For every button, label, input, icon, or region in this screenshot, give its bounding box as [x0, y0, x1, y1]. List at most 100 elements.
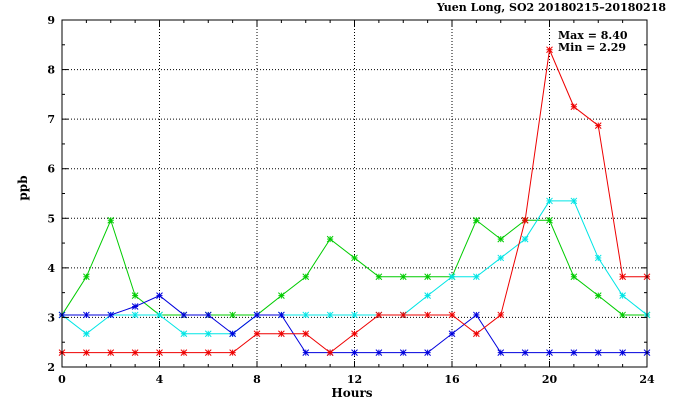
data-point: [131, 303, 139, 310]
data-point: [497, 311, 505, 319]
data-point: [546, 46, 553, 54]
data-point: [83, 311, 90, 319]
x-tick-label: 12: [347, 373, 362, 386]
data-point: [326, 235, 334, 243]
x-tick-label: 16: [444, 373, 460, 386]
data-point: [619, 292, 626, 299]
data-point: [473, 273, 480, 281]
data-point: [570, 349, 578, 356]
y-tick-label: 2: [47, 361, 55, 374]
y-tick-label: 9: [47, 14, 55, 27]
data-point: [594, 122, 602, 129]
x-tick-label: 0: [58, 373, 66, 386]
data-point: [156, 349, 163, 356]
data-point: [424, 292, 431, 299]
data-point: [302, 349, 310, 356]
data-point: [229, 311, 236, 319]
data-point: [497, 235, 505, 243]
max-stat: Max = 8.40: [558, 29, 628, 42]
series-3: [58, 46, 651, 356]
data-point: [326, 311, 334, 319]
data-point: [302, 273, 310, 281]
data-point: [107, 216, 115, 224]
data-point: [570, 273, 578, 281]
data-point: [278, 292, 285, 299]
data-point: [229, 330, 236, 338]
x-tick-label: 20: [542, 373, 558, 386]
data-point: [375, 349, 383, 356]
data-point: [473, 311, 480, 319]
data-point: [546, 197, 553, 205]
data-point: [278, 330, 285, 338]
data-point: [570, 103, 578, 111]
data-point: [83, 330, 90, 338]
y-axis-label: ppb: [16, 175, 30, 201]
data-point: [448, 330, 456, 338]
data-point: [83, 349, 90, 356]
x-axis-label: Hours: [331, 386, 373, 400]
data-point: [497, 349, 505, 356]
data-point: [180, 349, 188, 356]
data-point: [546, 349, 553, 356]
data-point: [253, 311, 261, 319]
data-point: [570, 197, 578, 205]
data-point: [424, 349, 431, 356]
data-point: [594, 292, 602, 299]
axis-ticks: 0 4 8 12 16 20 24 2 3 4 5 6 7 8 9: [47, 14, 655, 386]
data-point: [594, 349, 602, 356]
data-point: [473, 330, 480, 338]
data-point: [351, 254, 358, 262]
data-point: [497, 254, 505, 262]
data-point: [180, 330, 188, 338]
data-point: [204, 349, 212, 356]
y-tick-label: 3: [47, 311, 55, 324]
data-point: [131, 311, 139, 319]
y-tick-label: 5: [47, 212, 55, 225]
data-point: [204, 330, 212, 338]
data-point: [107, 349, 115, 356]
data-point: [156, 311, 163, 319]
y-tick-label: 4: [47, 262, 55, 275]
data-point: [302, 330, 310, 338]
data-point: [302, 311, 310, 319]
data-point: [107, 311, 115, 319]
data-point: [521, 349, 529, 356]
data-point: [424, 273, 431, 281]
data-point: [473, 216, 480, 224]
y-tick-label: 7: [47, 113, 55, 126]
y-tick-label: 8: [47, 64, 55, 77]
data-point: [131, 292, 139, 299]
data-point: [619, 349, 626, 356]
stats-box: Max = 8.40 Min = 2.29: [558, 30, 628, 54]
chart-title: Yuen Long, SO2 20180215–20180218: [436, 1, 666, 14]
data-point: [594, 254, 602, 262]
data-point: [278, 311, 285, 319]
data-point: [448, 311, 456, 319]
x-tick-label: 24: [639, 373, 655, 386]
data-point: [131, 349, 139, 356]
data-point: [399, 349, 407, 356]
y-tick-label: 6: [47, 163, 55, 176]
data-point: [351, 349, 358, 356]
data-point: [619, 273, 626, 281]
data-point: [253, 330, 261, 338]
data-point: [375, 311, 383, 319]
data-point: [399, 273, 407, 281]
data-point: [83, 273, 90, 281]
min-stat: Min = 2.29: [558, 41, 627, 54]
data-point: [351, 311, 358, 319]
data-point: [180, 311, 188, 319]
data-point: [375, 273, 383, 281]
data-point: [326, 349, 334, 356]
x-tick-label: 8: [253, 373, 261, 386]
data-point: [351, 330, 358, 338]
data-point: [204, 311, 212, 319]
data-point: [229, 349, 236, 356]
data-point: [521, 216, 529, 224]
data-point: [546, 216, 553, 224]
data-point: [399, 311, 407, 319]
data-point: [448, 273, 456, 281]
grid-lines: [62, 20, 647, 367]
data-point: [521, 235, 529, 243]
data-point: [424, 311, 431, 319]
